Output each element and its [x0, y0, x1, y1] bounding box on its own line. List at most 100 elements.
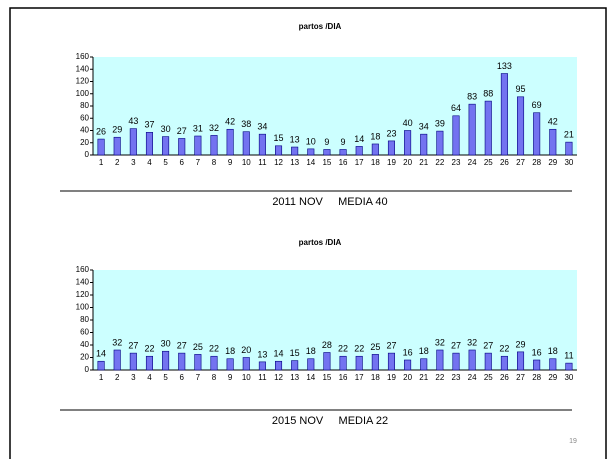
- bar: [226, 358, 234, 371]
- x-tick-label: 21: [419, 373, 428, 382]
- value-label: 18: [370, 131, 380, 141]
- y-tick-label: 100: [76, 303, 90, 312]
- bar: [468, 349, 476, 371]
- value-label: 14: [354, 134, 364, 144]
- y-tick-label: 20: [80, 138, 89, 147]
- value-label: 18: [419, 346, 429, 356]
- x-tick-label: 26: [500, 373, 509, 382]
- x-tick-label: 16: [339, 373, 348, 382]
- value-label: 18: [548, 346, 558, 356]
- value-label: 32: [467, 337, 477, 347]
- bar: [258, 361, 266, 371]
- y-tick-label: 160: [76, 265, 90, 274]
- x-tick-label: 25: [484, 158, 493, 167]
- value-label: 42: [548, 117, 558, 127]
- value-label: 9: [324, 137, 329, 147]
- bar: [178, 352, 186, 371]
- x-tick-label: 20: [403, 373, 412, 382]
- x-tick-label: 12: [274, 158, 283, 167]
- x-tick-label: 23: [452, 373, 461, 382]
- bar: [484, 100, 492, 156]
- bar: [387, 140, 395, 156]
- value-label: 13: [257, 349, 267, 359]
- x-tick-label: 4: [147, 373, 152, 382]
- value-label: 18: [225, 346, 235, 356]
- value-label: 69: [532, 100, 542, 110]
- x-tick-label: 3: [131, 373, 136, 382]
- value-label: 18: [306, 346, 316, 356]
- bar: [420, 358, 428, 371]
- x-tick-label: 23: [452, 158, 461, 167]
- value-label: 32: [112, 337, 122, 347]
- value-label: 22: [499, 344, 509, 354]
- value-label: 27: [386, 341, 396, 351]
- page-number: 19: [569, 438, 577, 445]
- bar: [420, 133, 428, 156]
- bar: [258, 133, 266, 156]
- x-tick-label: 17: [355, 373, 364, 382]
- x-tick-label: 1: [99, 158, 104, 167]
- value-label: 14: [96, 349, 106, 359]
- bar: [484, 352, 492, 371]
- bar: [533, 359, 541, 371]
- x-tick-label: 14: [306, 158, 315, 167]
- bar: [97, 360, 105, 371]
- bar: [242, 131, 250, 156]
- x-tick-label: 21: [419, 158, 428, 167]
- x-tick-label: 22: [435, 373, 444, 382]
- bar: [549, 358, 557, 371]
- value-label: 27: [128, 341, 138, 351]
- y-tick-label: 80: [80, 315, 89, 324]
- y-tick-label: 160: [76, 52, 90, 61]
- value-label: 30: [161, 124, 171, 134]
- y-tick-label: 40: [80, 340, 89, 349]
- x-tick-label: 20: [403, 158, 412, 167]
- bar: [339, 355, 347, 371]
- value-label: 16: [403, 347, 413, 357]
- value-label: 22: [209, 344, 219, 354]
- bar: [339, 149, 347, 156]
- value-label: 26: [96, 126, 106, 136]
- bar: [291, 146, 299, 156]
- x-tick-label: 27: [516, 158, 525, 167]
- x-tick-label: 26: [500, 158, 509, 167]
- bar: [323, 352, 331, 371]
- value-label: 25: [370, 342, 380, 352]
- value-label: 20: [241, 345, 251, 355]
- value-label: 32: [435, 337, 445, 347]
- x-tick-label: 30: [564, 158, 573, 167]
- y-tick-label: 0: [85, 150, 90, 159]
- x-tick-label: 18: [371, 373, 380, 382]
- bar: [355, 146, 363, 156]
- x-tick-label: 3: [131, 158, 136, 167]
- x-tick-label: 28: [532, 158, 541, 167]
- bar: [129, 352, 137, 371]
- x-tick-label: 6: [180, 158, 185, 167]
- y-tick-label: 80: [80, 101, 89, 110]
- x-tick-label: 11: [258, 158, 267, 167]
- x-tick-label: 5: [163, 158, 168, 167]
- y-tick-label: 40: [80, 126, 89, 135]
- value-label: 34: [419, 122, 429, 132]
- x-tick-label: 17: [355, 158, 364, 167]
- x-tick-label: 24: [468, 158, 477, 167]
- x-tick-label: 29: [548, 158, 557, 167]
- bar: [162, 136, 170, 156]
- value-label: 30: [161, 339, 171, 349]
- bar: [323, 149, 331, 156]
- x-tick-label: 19: [387, 373, 396, 382]
- plot-area: [93, 270, 577, 370]
- y-tick-label: 60: [80, 328, 89, 337]
- bar: [565, 141, 573, 156]
- x-tick-label: 4: [147, 158, 152, 167]
- chart-title: partos /DIA: [299, 238, 342, 247]
- x-tick-label: 2: [115, 158, 120, 167]
- value-label: 43: [128, 116, 138, 126]
- value-label: 64: [451, 103, 461, 113]
- bar: [145, 355, 153, 371]
- x-tick-label: 13: [290, 373, 299, 382]
- bar: [452, 115, 460, 156]
- x-tick-label: 7: [196, 158, 201, 167]
- x-tick-label: 6: [180, 373, 185, 382]
